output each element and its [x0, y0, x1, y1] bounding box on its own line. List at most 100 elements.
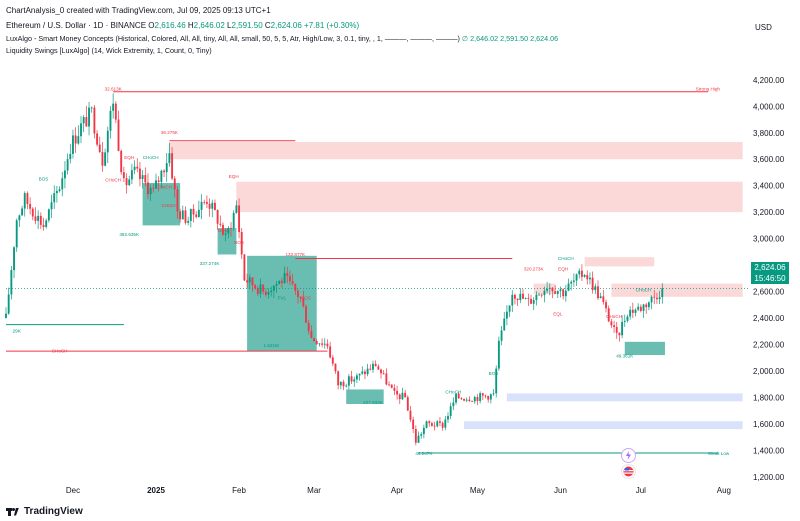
candle-body — [535, 294, 538, 301]
candle-body — [15, 220, 18, 248]
candle-body — [144, 175, 147, 183]
candle-body — [406, 397, 409, 411]
candle-body — [468, 399, 471, 402]
candle-body — [283, 273, 286, 284]
candle-body — [586, 274, 589, 280]
candle-body — [570, 281, 573, 284]
demand-zone — [464, 421, 743, 430]
brand-name: TradingView — [24, 506, 83, 517]
open-value: 2,616.46 — [154, 21, 186, 30]
candle-body — [248, 277, 251, 283]
currency-label[interactable]: USD — [755, 23, 772, 32]
candle-body — [489, 394, 492, 400]
candle-body — [171, 153, 174, 179]
y-tick-label: 3,000.00 — [753, 235, 785, 244]
candle-body — [390, 384, 393, 388]
candle-body — [227, 228, 230, 234]
candle-body — [508, 305, 511, 312]
smc-label: BOS — [39, 176, 49, 181]
brand-footer[interactable]: TradingView — [6, 506, 83, 517]
candle-body — [130, 170, 133, 180]
candle-body — [53, 193, 56, 203]
candle-body — [63, 170, 66, 179]
candle-body — [34, 216, 37, 221]
candle-body — [540, 294, 543, 296]
candle-body — [342, 381, 345, 387]
smc-label: 46.247K — [415, 451, 433, 456]
smc-label: CHoCH — [156, 184, 172, 189]
candle-body — [254, 285, 257, 289]
candle-body — [104, 152, 107, 166]
candle-body — [417, 435, 420, 443]
candle-body — [430, 423, 433, 426]
candle-body — [393, 387, 396, 391]
y-tick-label: 3,800.00 — [753, 129, 785, 138]
supply-zone — [584, 257, 655, 267]
candle-body — [594, 286, 597, 291]
candle-body — [192, 208, 195, 215]
candle-body — [527, 298, 530, 300]
lightning-icon[interactable] — [621, 448, 636, 463]
supply-zone — [169, 142, 743, 160]
candle-body — [267, 291, 270, 295]
candle-body — [388, 384, 390, 386]
candle-body — [205, 201, 208, 204]
candle-body — [345, 385, 348, 387]
candle-body — [112, 103, 115, 111]
candle-body — [163, 170, 165, 173]
symbol-title[interactable]: Ethereum / U.S. Dollar · 1D · BINANCE — [6, 21, 147, 30]
candle-body — [240, 232, 243, 255]
candle-body — [286, 273, 289, 276]
candle-body — [165, 163, 168, 173]
smc-label: BOS — [301, 295, 311, 300]
candle-body — [476, 397, 479, 401]
candle-body — [45, 220, 48, 227]
candle-body — [200, 201, 203, 210]
smc-label: 427.933K — [363, 400, 384, 405]
candle-body — [401, 392, 404, 400]
candle-body — [519, 293, 522, 301]
candle-body — [23, 193, 26, 209]
indicator-smc-values: ∅ 2,646.02 2,591.50 2,624.06 — [461, 34, 559, 43]
close-label: C — [264, 21, 271, 30]
candle-body — [457, 393, 460, 399]
candle-body — [339, 381, 342, 386]
candle-body — [224, 233, 227, 235]
candle-body — [497, 340, 500, 369]
smc-label: BOS — [489, 371, 499, 376]
candle-body — [149, 187, 152, 195]
candle-body — [377, 366, 380, 370]
candle-body — [37, 215, 40, 221]
high-label: H — [187, 21, 194, 30]
candle-body — [575, 274, 578, 281]
x-tick-label: Jun — [554, 486, 567, 495]
indicator-smc-legend[interactable]: LuxAlgo - Smart Money Concepts (Historic… — [6, 34, 558, 43]
demand-zone — [506, 393, 743, 402]
candle-body — [272, 285, 275, 291]
candle-body — [307, 322, 310, 332]
candle-body — [42, 224, 45, 227]
candle-body — [337, 371, 340, 386]
candle-body — [452, 402, 455, 407]
snapshot-caption: ChartAnalysis_0 created with TradingView… — [6, 6, 271, 15]
indicator-liquidity-legend[interactable]: Liquidity Swings [LuxAlgo] (14, Wick Ext… — [6, 46, 212, 55]
candle-body — [653, 296, 656, 298]
smc-label: CHoCH — [161, 203, 177, 208]
candle-body — [645, 304, 648, 308]
candle-body — [554, 291, 557, 294]
candle-body — [329, 346, 332, 358]
candle-body — [31, 208, 34, 217]
candle-body — [251, 277, 254, 286]
flag-icon[interactable] — [621, 464, 636, 479]
candle-body — [262, 284, 265, 292]
candle-body — [642, 304, 645, 311]
candle-body — [21, 208, 24, 216]
y-tick-label: 1,200.00 — [753, 473, 785, 482]
candle-body — [623, 320, 626, 322]
candle-body — [39, 215, 42, 225]
candle-body — [492, 393, 495, 395]
candle-body — [232, 212, 235, 229]
candle-body — [605, 302, 607, 309]
candle-body — [203, 201, 206, 203]
